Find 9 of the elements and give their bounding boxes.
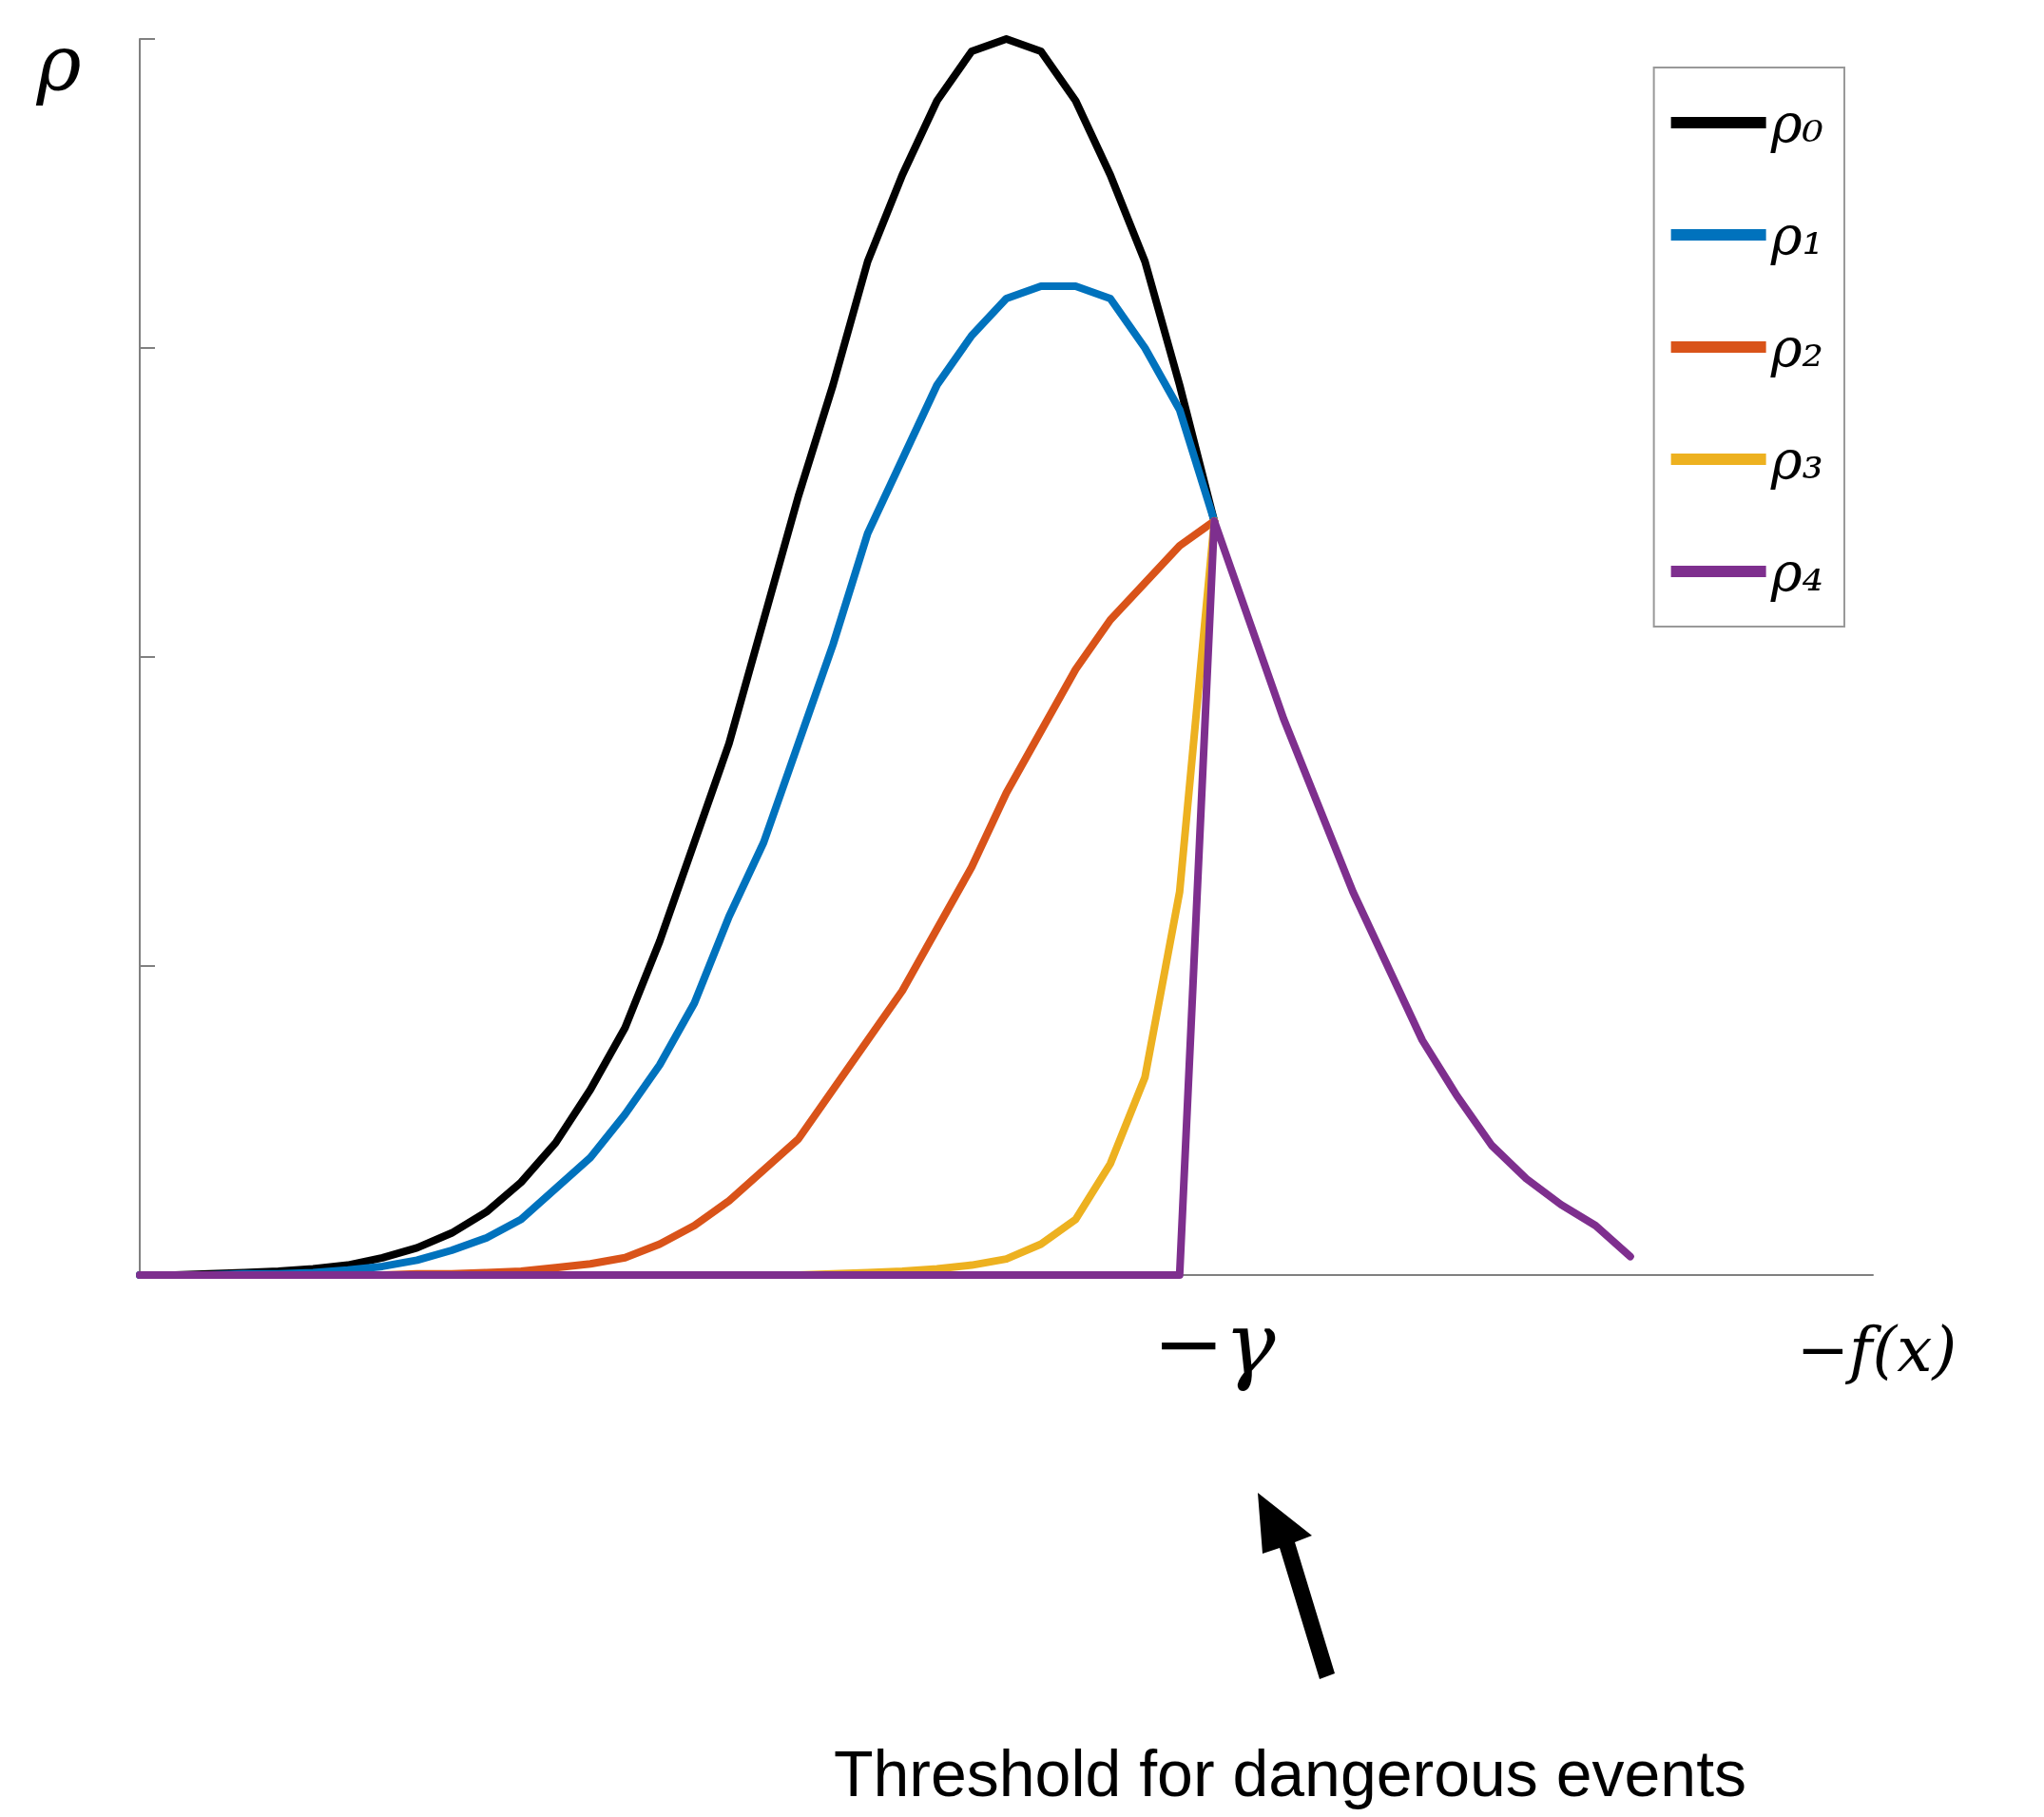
- legend-label: ρ₄: [1769, 540, 1823, 603]
- y-axis-title: ρ: [36, 18, 82, 107]
- legend-label: ρ₁: [1769, 203, 1823, 266]
- x-axis-title: −f(x): [1796, 1312, 1957, 1386]
- text: Threshold for dangerous events: [833, 1736, 1747, 1810]
- legend-label: ρ₀: [1769, 91, 1823, 154]
- text: −γ: [1152, 1292, 1276, 1393]
- legend-label: ρ₂: [1769, 316, 1823, 378]
- legend-label: ρ₃: [1769, 428, 1823, 491]
